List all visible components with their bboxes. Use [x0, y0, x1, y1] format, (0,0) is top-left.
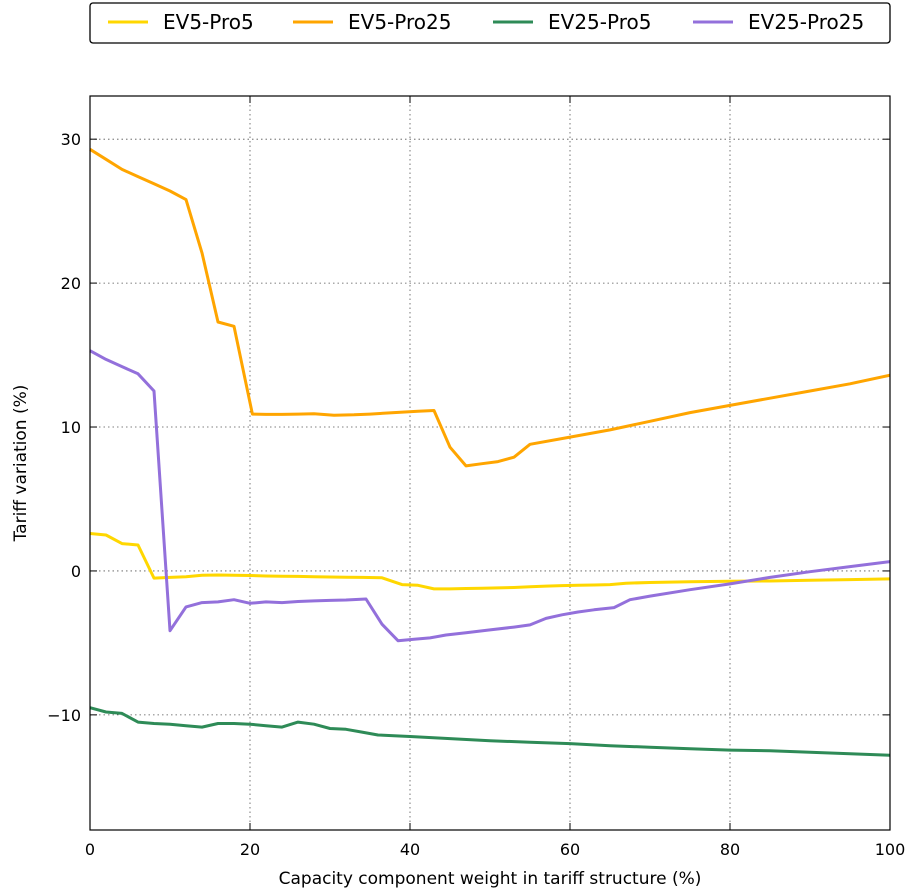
x-tick-label: 100: [875, 840, 906, 859]
x-tick-label: 0: [85, 840, 95, 859]
series-line-ev5-pro5: [89, 532, 891, 591]
legend-frame: [89, 2, 891, 44]
chart-legend: EV5-Pro5 EV5-Pro25 EV25-Pro5 EV25-Pro25: [89, 2, 891, 44]
series-lines: [89, 148, 891, 757]
x-tick-label: 20: [240, 840, 260, 859]
y-tick-label: 0: [71, 562, 81, 581]
y-tick-label: 30: [61, 130, 81, 149]
x-tick-label: 80: [720, 840, 740, 859]
legend-label: EV5-Pro25: [348, 10, 451, 34]
y-tick-label: 20: [61, 274, 81, 293]
plot-frame: [89, 95, 891, 831]
series-line-ev25-pro25: [89, 349, 891, 643]
grid-lines: [90, 96, 890, 830]
y-axis-label: Tariff variation (%): [11, 385, 31, 543]
x-axis-label: Capacity component weight in tariff stru…: [279, 869, 702, 889]
series-line-ev25-pro5: [89, 706, 891, 757]
legend-label: EV25-Pro5: [548, 10, 651, 34]
legend-label: EV5-Pro5: [163, 10, 254, 34]
x-tick-label: 40: [400, 840, 420, 859]
series-line-ev5-pro25: [89, 148, 891, 468]
y-tick-label: 10: [61, 418, 81, 437]
legend-label: EV25-Pro25: [748, 10, 864, 34]
x-tick-label: 60: [560, 840, 580, 859]
y-tick-label: −10: [47, 706, 81, 725]
axis-ticks: 0 20 40 60 80 100 −10 0 10 20 30: [47, 96, 905, 859]
